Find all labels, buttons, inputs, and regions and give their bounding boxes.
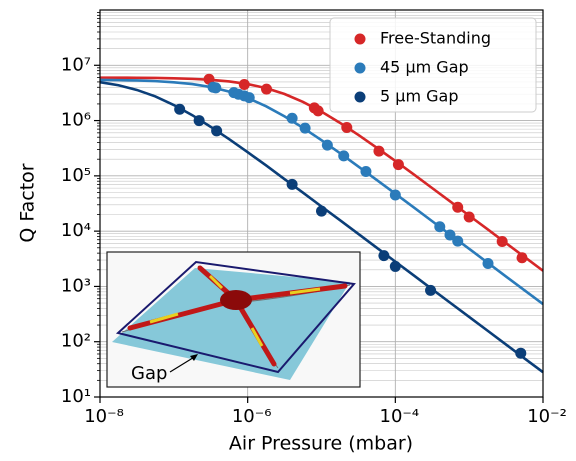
legend-label: Free-Standing	[380, 29, 491, 48]
legend: Free-Standing 45 µm Gap 5 µm Gap	[329, 17, 537, 113]
point	[516, 252, 528, 264]
point	[434, 221, 446, 233]
point	[389, 189, 401, 201]
point	[482, 257, 494, 269]
inset-label: Gap	[131, 363, 167, 384]
plot-frame	[99, 9, 544, 398]
legend-label: 45 µm Gap	[380, 58, 469, 77]
y-tick-label: 10³	[61, 275, 91, 296]
point	[444, 229, 456, 241]
point	[286, 178, 298, 190]
x-axis-label: Air Pressure (mbar)	[229, 433, 413, 455]
y-axis-label: Q Factor	[17, 163, 39, 242]
x-tick-label: 10⁻⁴	[380, 406, 420, 427]
legend-marker	[354, 33, 366, 45]
point	[238, 78, 250, 90]
point	[321, 139, 333, 151]
point	[210, 82, 222, 94]
fit-line	[99, 78, 544, 306]
y-tick-label: 10⁴	[61, 220, 91, 241]
point	[425, 284, 437, 296]
legend-marker	[354, 91, 366, 103]
y-tick-label: 10⁵	[61, 165, 91, 186]
point	[452, 235, 464, 247]
point	[452, 201, 464, 213]
x-tick-label: 10⁻²	[527, 406, 567, 427]
gap-arrow	[169, 355, 197, 373]
legend-marker	[354, 62, 366, 74]
x-tick-label: 10⁻⁶	[232, 406, 272, 427]
point	[312, 105, 324, 117]
point	[360, 165, 372, 177]
point	[243, 92, 255, 104]
tether-gradient	[149, 274, 321, 347]
point	[286, 112, 298, 124]
point	[378, 250, 390, 262]
y-tick-label: 10⁷	[61, 54, 91, 75]
point	[389, 260, 401, 272]
inset: Gap	[106, 251, 361, 388]
point	[299, 122, 311, 134]
point	[341, 121, 353, 133]
center-pad	[220, 290, 252, 310]
y-tick-label: 10²	[61, 331, 91, 352]
point	[316, 205, 327, 217]
point	[211, 125, 223, 137]
resonator-frame	[115, 260, 356, 374]
point	[392, 159, 404, 171]
point	[373, 145, 385, 157]
x-tick-label: 10⁻⁸	[84, 406, 124, 427]
legend-box	[329, 17, 537, 113]
axes: 10¹ 10² 10³ 10⁴ 10⁵ 10⁶ 10⁷ 10⁻⁸ 10⁻⁶ 10⁻⁴ 10⁻²	[61, 12, 567, 427]
point	[174, 103, 186, 115]
point	[261, 83, 273, 95]
point	[193, 115, 205, 127]
y-tick-label: 10⁶	[61, 110, 91, 131]
gap-arrow-head	[190, 354, 198, 361]
point	[463, 211, 475, 223]
point	[515, 347, 527, 359]
legend-label: 5 µm Gap	[380, 87, 458, 106]
point	[496, 235, 508, 247]
points	[174, 73, 528, 359]
y-tick-label: 10¹	[61, 386, 91, 407]
point	[338, 150, 350, 162]
